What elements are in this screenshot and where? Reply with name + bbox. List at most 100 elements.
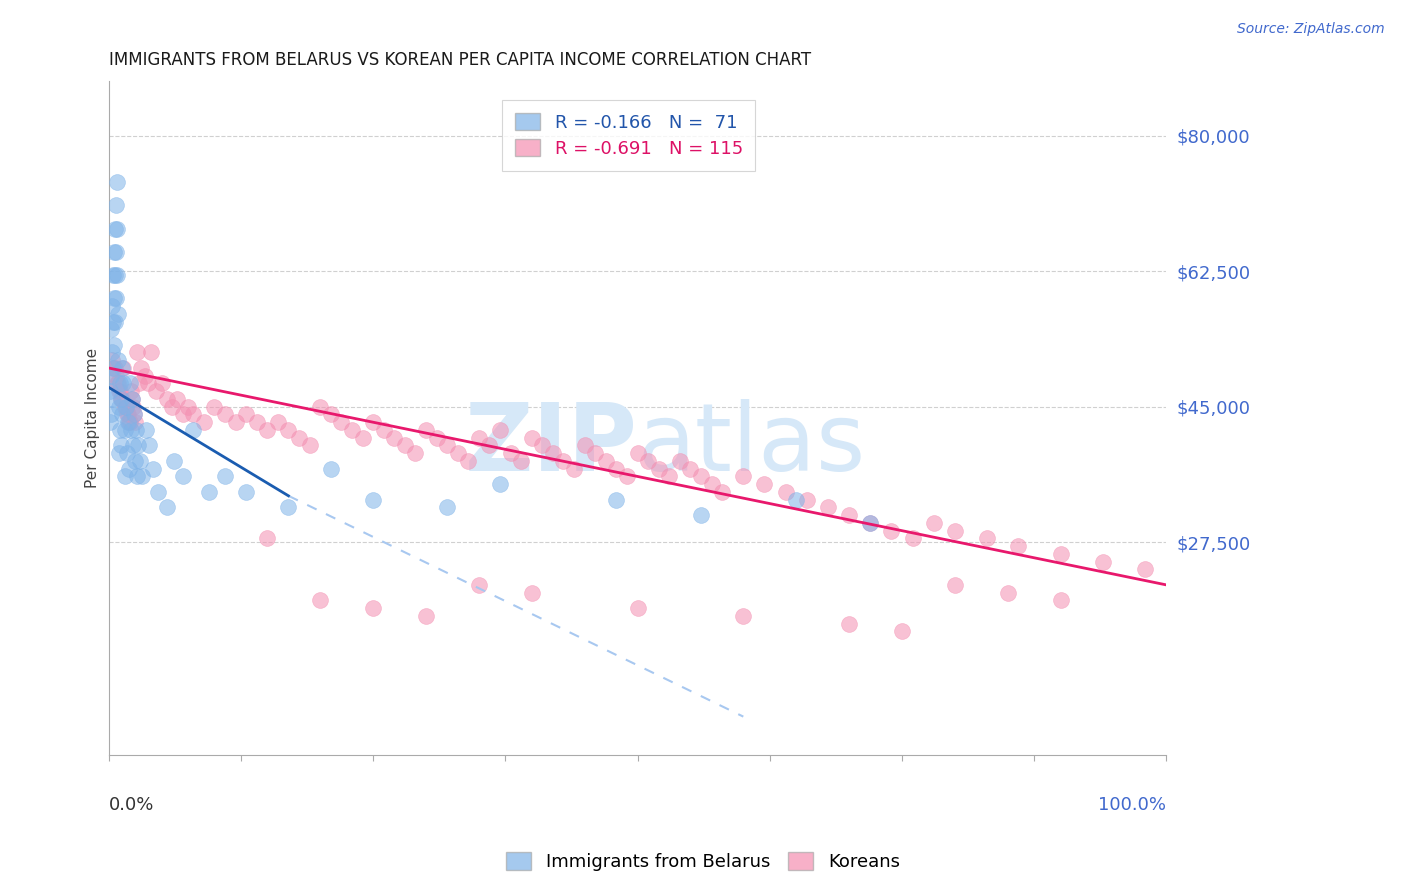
Point (298, 438, 321, 452)
Point (98, 415, 121, 429)
Point (177, 400, 200, 414)
Point (122, 438, 145, 452)
Point (100, 322, 122, 336)
Point (267, 415, 290, 429)
Point (117, 415, 139, 429)
Point (520, 585, 543, 599)
Point (733, 469, 755, 483)
Point (595, 454, 617, 468)
Point (166, 392, 188, 406)
Point (110, 423, 132, 437)
Point (319, 461, 342, 475)
Point (605, 461, 627, 475)
Point (163, 454, 186, 468)
Point (118, 415, 141, 429)
Point (553, 454, 575, 468)
Point (436, 500, 458, 515)
Point (105, 198, 128, 212)
Point (101, 353, 124, 368)
Point (214, 408, 236, 422)
Point (103, 291, 125, 305)
Point (101, 268, 124, 282)
Point (114, 469, 136, 483)
Point (142, 461, 165, 475)
Point (225, 415, 247, 429)
Point (122, 400, 145, 414)
Point (246, 415, 269, 429)
Point (110, 376, 132, 391)
Point (711, 485, 734, 500)
Point (148, 485, 170, 500)
Point (112, 376, 135, 391)
Point (103, 337, 125, 351)
Point (104, 221, 127, 235)
Point (468, 578, 491, 592)
Point (605, 492, 627, 507)
Point (658, 469, 681, 483)
Point (110, 384, 132, 399)
Point (120, 423, 142, 437)
Point (943, 524, 966, 538)
Point (150, 376, 173, 391)
Point (122, 408, 145, 422)
Legend: Immigrants from Belarus, Koreans: Immigrants from Belarus, Koreans (499, 846, 907, 879)
Point (156, 392, 179, 406)
Point (107, 307, 129, 321)
Point (117, 408, 139, 422)
Point (531, 438, 554, 452)
Point (134, 368, 156, 383)
Point (352, 431, 374, 445)
Point (110, 392, 132, 406)
Text: Source: ZipAtlas.com: Source: ZipAtlas.com (1237, 22, 1385, 37)
Point (647, 461, 669, 475)
Point (669, 454, 692, 468)
Point (340, 423, 363, 437)
Point (111, 361, 134, 376)
Point (891, 624, 914, 639)
Point (447, 446, 470, 460)
Point (139, 345, 162, 359)
Point (361, 601, 384, 615)
Point (202, 400, 225, 414)
Point (880, 524, 903, 538)
Point (121, 392, 143, 406)
Point (101, 345, 124, 359)
Point (101, 299, 124, 313)
Point (690, 469, 713, 483)
Point (115, 408, 138, 422)
Point (136, 376, 159, 391)
Point (838, 508, 860, 523)
Point (124, 454, 146, 468)
Legend: R = -0.166   N =  71, R = -0.691   N = 115: R = -0.166 N = 71, R = -0.691 N = 115 (502, 101, 755, 170)
Point (785, 492, 807, 507)
Point (111, 392, 134, 406)
Point (817, 500, 839, 515)
Point (574, 438, 596, 452)
Point (105, 268, 128, 282)
Point (361, 415, 384, 429)
Point (131, 361, 153, 376)
Point (100, 408, 122, 422)
Point (541, 446, 564, 460)
Point (193, 415, 215, 429)
Point (520, 431, 543, 445)
Point (838, 616, 860, 631)
Point (127, 469, 149, 483)
Point (145, 384, 167, 399)
Point (256, 532, 278, 546)
Point (1135, 562, 1157, 576)
Point (562, 461, 585, 475)
Text: atlas: atlas (637, 400, 866, 491)
Point (129, 454, 152, 468)
Point (330, 415, 353, 429)
Point (120, 384, 142, 399)
Point (114, 400, 136, 414)
Point (489, 423, 512, 437)
Point (104, 268, 127, 282)
Point (1049, 593, 1071, 607)
Point (510, 454, 533, 468)
Point (436, 438, 458, 452)
Point (198, 485, 221, 500)
Point (796, 492, 818, 507)
Point (457, 454, 479, 468)
